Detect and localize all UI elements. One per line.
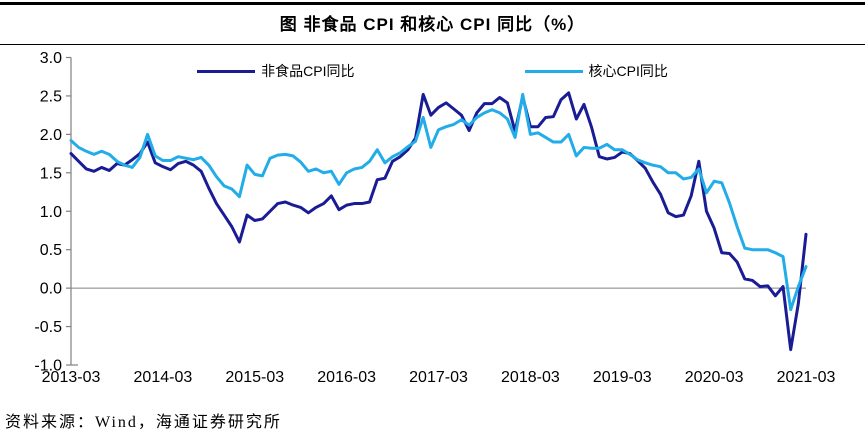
title-divider-rule	[0, 44, 865, 45]
y-tick-label: 3.0	[40, 50, 62, 67]
core-cpi-line-sample	[524, 69, 583, 73]
x-tick-label: 2021-03	[777, 369, 836, 386]
y-tick-label: -1.0	[34, 358, 62, 375]
x-tick-label: 2014-03	[134, 369, 193, 386]
x-tick-label: 2013-03	[42, 369, 101, 386]
x-tick-label: 2020-03	[685, 369, 744, 386]
chart-title: 图 非食品 CPI 和核心 CPI 同比（%）	[279, 15, 586, 34]
y-tick-label: 1.0	[40, 204, 62, 221]
x-tick-label: 2018-03	[501, 369, 560, 386]
core-cpi-line	[69, 92, 808, 312]
y-tick-label: 2.5	[40, 88, 62, 105]
chart-legend: 非食品CPI同比 核心CPI同比	[0, 60, 865, 82]
y-tick-label: 2.0	[40, 127, 62, 144]
data-source-note: 资料来源：Wind，海通证券研究所	[5, 414, 282, 431]
y-tick-label: -0.5	[34, 319, 62, 336]
x-tick-label: 2015-03	[225, 369, 284, 386]
legend-label: 核心CPI同比	[588, 63, 668, 79]
y-tick-label: 1.5	[40, 165, 62, 182]
legend-label: 非食品CPI同比	[261, 63, 355, 79]
x-tick-label: 2019-03	[593, 369, 652, 386]
nonfood-cpi-line-sample	[197, 69, 256, 73]
y-tick-label: 0.0	[40, 281, 62, 298]
x-tick-label: 2017-03	[409, 369, 468, 386]
y-tick-label: 0.5	[40, 242, 62, 259]
top-rule	[0, 2, 865, 5]
nonfood-cpi-line	[69, 91, 808, 352]
legend-item-core-cpi: 核心CPI同比	[524, 61, 668, 81]
x-tick-label: 2016-03	[317, 369, 376, 386]
legend-item-nonfood-cpi: 非食品CPI同比	[197, 61, 355, 81]
